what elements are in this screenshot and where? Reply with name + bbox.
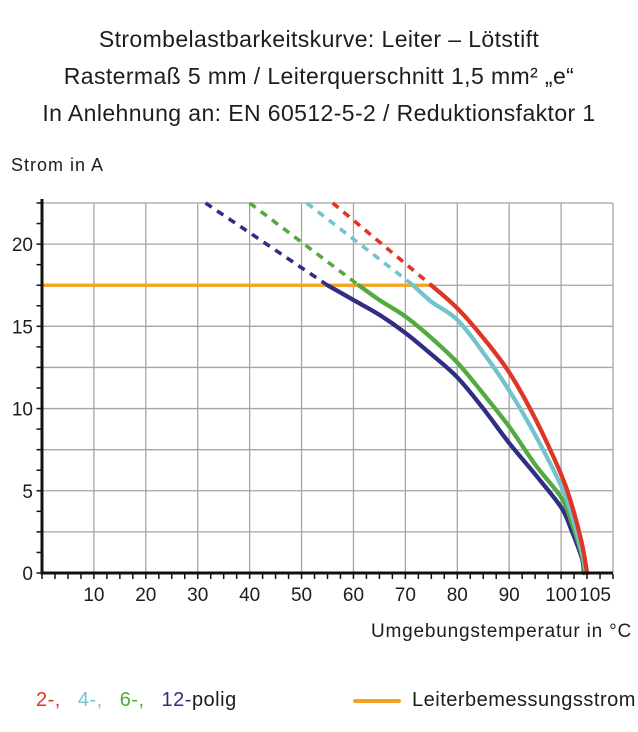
x-tick-label: 30 — [187, 585, 208, 606]
curve-6-polig-solid — [356, 283, 588, 576]
curve-12-polig-dashed — [204, 201, 329, 287]
x-tick-label: 60 — [343, 585, 364, 606]
legend-pole-item: 12- — [161, 689, 192, 711]
curve-2-polig-dashed — [331, 201, 433, 287]
y-tick-label: 5 — [22, 482, 33, 503]
x-tick-label: 90 — [499, 585, 520, 606]
legend-pole-item: 2-, — [36, 689, 61, 711]
y-axis-title: Strom in A — [11, 155, 105, 175]
legend-pole-item: 4-, — [77, 689, 103, 711]
x-tick-label: 50 — [291, 585, 312, 606]
x-tick-label: 40 — [239, 585, 260, 606]
legend-pole-item: polig — [191, 689, 237, 711]
curve-12-polig-solid — [325, 283, 587, 576]
y-tick-label: 10 — [12, 400, 33, 421]
rated-current-line-swatch — [353, 698, 401, 703]
x-tick-label: 70 — [395, 585, 416, 606]
y-tick-label: 15 — [12, 317, 33, 338]
legend-rated-current: Leiterbemessungsstrom — [353, 689, 636, 712]
chart-title: Strombelastbarkeitskurve: Leiter – Lötst… — [0, 21, 638, 132]
chart-title-line1: Strombelastbarkeitskurve: Leiter – Lötst… — [98, 26, 540, 52]
x-tick-label: 80 — [447, 585, 468, 606]
x-tick-label: 105 — [579, 585, 611, 606]
x-tick-label: 20 — [135, 585, 156, 606]
legend-pole-item: 6-, — [119, 689, 145, 711]
chart-title-line3: In Anlehnung an: EN 60512-5-2 / Reduktio… — [42, 100, 596, 126]
curve-2-polig-solid — [429, 283, 590, 576]
legend-poles: 2-, 4-, 6-, 12-polig — [36, 689, 237, 712]
y-tick-label: 0 — [22, 564, 33, 585]
x-tick-label: 10 — [83, 585, 104, 606]
curve-6-polig-dashed — [248, 201, 360, 287]
rated-current-label: Leiterbemessungsstrom — [412, 689, 636, 711]
chart-title-line2: Rastermaß 5 mm / Leiterquerschnitt 1,5 m… — [63, 63, 575, 89]
x-tick-label: 100 — [545, 585, 577, 606]
x-axis-title: Umgebungstemperatur in °C — [371, 621, 632, 642]
y-tick-label: 20 — [12, 235, 33, 256]
curve-4-polig-solid — [411, 283, 589, 576]
curve-4-polig-dashed — [305, 201, 415, 287]
